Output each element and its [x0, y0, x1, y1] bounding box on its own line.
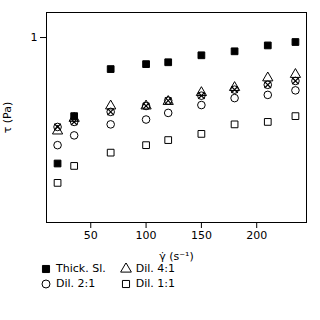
html-text:Dil. 1:1: Dil. 1:1 [135, 277, 175, 290]
html-text:Dil. 4:1: Dil. 4:1 [135, 262, 175, 275]
svg-text:1: 1 [31, 31, 38, 44]
svg-text:50: 50 [84, 229, 98, 242]
svg-text:150: 150 [191, 229, 212, 242]
svg-text:200: 200 [246, 229, 267, 242]
svg-text:γ̇ (s⁻¹): γ̇ (s⁻¹) [159, 250, 194, 263]
svg-text:τ (Pa): τ (Pa) [1, 102, 14, 134]
svg-text:100: 100 [136, 229, 157, 242]
html-text:Thick. Sl.: Thick. Sl. [56, 262, 106, 275]
html-text:Dil. 2:1: Dil. 2:1 [56, 277, 96, 290]
